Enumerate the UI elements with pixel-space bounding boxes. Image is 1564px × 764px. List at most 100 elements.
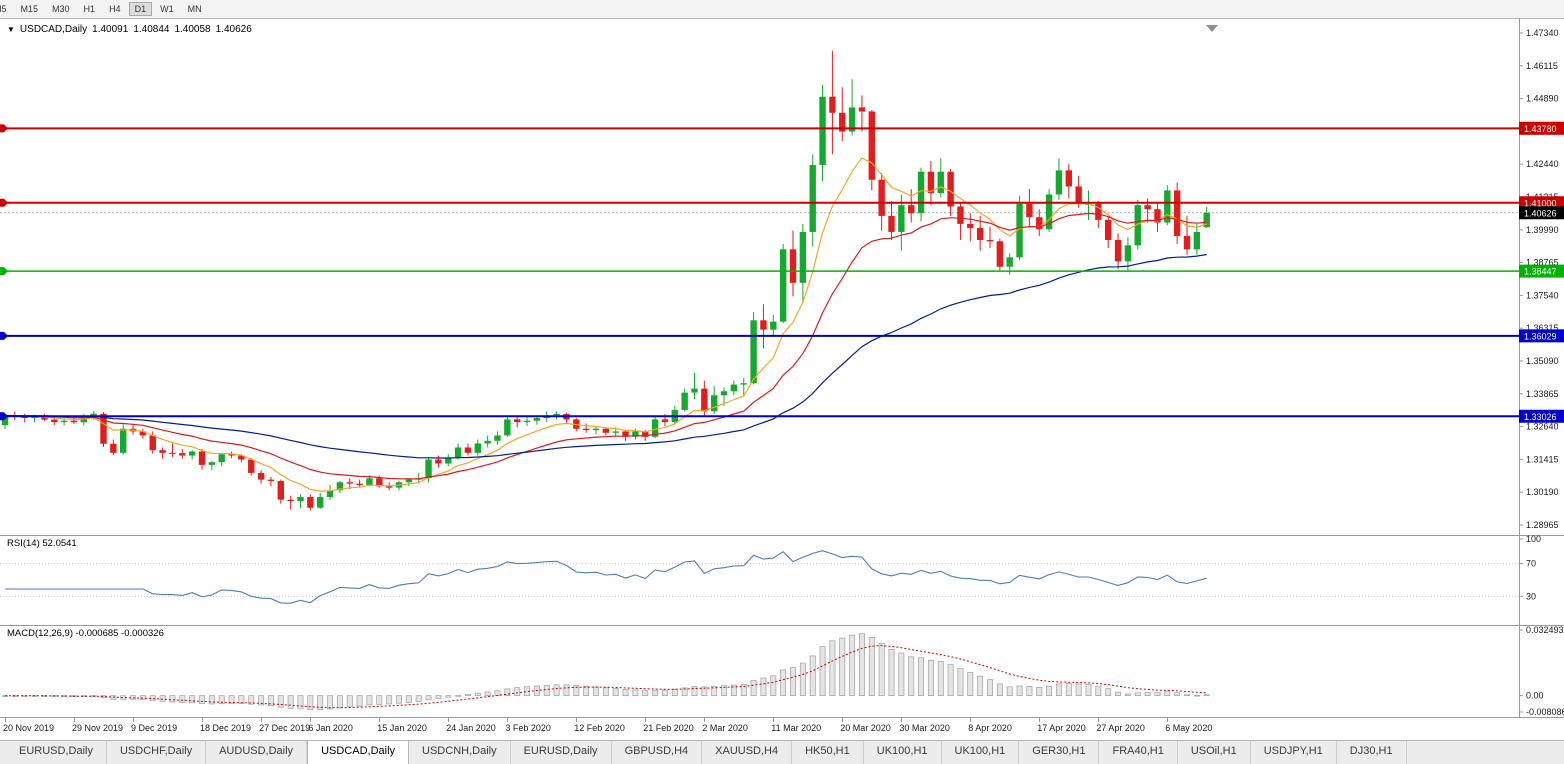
price-level-line-1.41000[interactable]: 1.41000 [0, 196, 1564, 210]
time-tick [202, 718, 203, 722]
svg-text:1.36315: 1.36315 [1526, 323, 1559, 333]
time-tick [5, 718, 6, 722]
rsi-panel[interactable]: 100 70 30 [0, 535, 1564, 625]
price-axis-labels: 1.473401.461151.448901.436651.424401.412… [1519, 28, 1559, 530]
time-tick [704, 718, 706, 722]
tab-USDCHF-Daily[interactable]: USDCHF,Daily [107, 741, 207, 764]
time-label: 17 Apr 2020 [1037, 723, 1086, 733]
price-level-line-1.36029[interactable]: 1.36029 [0, 329, 1564, 343]
price-axis-divider [1519, 18, 1520, 740]
tab-USOil-H1[interactable]: USOil,H1 [1178, 741, 1251, 764]
timeframe-H1[interactable]: H1 [83, 4, 96, 14]
ohlc-close: 1.40626 [215, 24, 252, 35]
tab-EURUSD-Daily[interactable]: EURUSD,Daily [6, 741, 107, 764]
tab-USDCAD-Daily[interactable]: USDCAD,Daily [307, 741, 410, 764]
time-tick [310, 718, 312, 722]
svg-text:-0.008086: -0.008086 [1526, 707, 1564, 717]
price-level-line-1.33026[interactable]: 1.33026 [0, 409, 1564, 423]
svg-text:1.40626: 1.40626 [1524, 208, 1557, 218]
timeframe-M30[interactable]: M30 [52, 4, 70, 14]
macd-panel[interactable]: 0.032493 0.00 -0.008086 [0, 625, 1564, 717]
tab-XAUUSD-H4[interactable]: XAUUSD,H4 [702, 741, 793, 764]
tab-USDJPY-H1[interactable]: USDJPY,H1 [1251, 741, 1337, 764]
chart-shift-marker[interactable] [1206, 25, 1218, 32]
macd-histogram [2, 633, 1210, 711]
tab-GER30-H1[interactable]: GER30,H1 [1019, 741, 1100, 764]
svg-text:1.28965: 1.28965 [1526, 520, 1559, 530]
time-tick [1098, 718, 1100, 722]
timeframe-H4[interactable]: H4 [109, 4, 121, 14]
time-axis[interactable]: 20 Nov 2019 29 Nov 2019 9 Dec 2019 18 Dec 2… [0, 717, 1564, 741]
time-label: 30 Mar 2020 [899, 723, 950, 733]
svg-text:1.33026: 1.33026 [1524, 412, 1557, 422]
svg-text:0.00: 0.00 [1526, 691, 1544, 701]
time-label: 24 Jan 2020 [446, 723, 496, 733]
svg-text:1.30190: 1.30190 [1526, 487, 1559, 497]
svg-text:1.38447: 1.38447 [1524, 267, 1557, 277]
svg-text:1.38765: 1.38765 [1526, 258, 1559, 268]
time-label: 8 Apr 2020 [968, 723, 1012, 733]
time-tick [645, 718, 647, 722]
symbol-dropdown-icon[interactable]: ▼ [7, 25, 15, 34]
time-tick [970, 718, 972, 722]
tab-EURUSD-Daily[interactable]: EURUSD,Daily [511, 741, 612, 764]
price-level-line-1.43780[interactable]: 1.43780 [0, 121, 1564, 135]
rsi-line [5, 550, 1207, 604]
svg-text:100: 100 [1526, 535, 1541, 544]
timeframe-M5[interactable]: M5 [0, 4, 7, 14]
ohlc-high: 1.40844 [133, 24, 170, 35]
time-tick [773, 718, 775, 722]
time-tick [507, 718, 509, 722]
chart-title: ▼ USDCAD,Daily 1.40091 1.40844 1.40058 1… [7, 24, 252, 35]
ma-line-8 [4, 157, 1207, 492]
svg-text:1.42440: 1.42440 [1526, 159, 1559, 169]
time-label: 18 Dec 2019 [200, 723, 252, 733]
time-label: 6 May 2020 [1165, 723, 1213, 733]
svg-text:1.43780: 1.43780 [1524, 124, 1557, 134]
rsi-indicator-label: RSI(14) 52.0541 [7, 538, 77, 549]
svg-text:1.37540: 1.37540 [1526, 290, 1559, 300]
tab-DJ30-H1[interactable]: DJ30,H1 [1337, 741, 1407, 764]
svg-text:1.44890: 1.44890 [1526, 94, 1559, 104]
macd-indicator-label: MACD(12,26,9) -0.000685 -0.000326 [7, 628, 164, 639]
time-label: 9 Dec 2019 [131, 723, 178, 733]
tab-FRA40-H1[interactable]: FRA40,H1 [1099, 741, 1178, 764]
timeframe-M15[interactable]: M15 [20, 4, 39, 14]
time-label: 11 Mar 2020 [771, 723, 822, 733]
time-tick [379, 718, 381, 722]
time-label: 29 Nov 2019 [71, 723, 123, 733]
time-label: 6 Jan 2020 [308, 723, 353, 733]
price-chart-panel[interactable]: 1.473401.461151.448901.436651.424401.412… [0, 18, 1564, 535]
time-label: 2 Mar 2020 [702, 723, 748, 733]
ma-line-20 [4, 212, 1207, 480]
tab-GBPUSD-H4[interactable]: GBPUSD,H4 [612, 741, 703, 764]
macd-signal-line [5, 645, 1207, 709]
time-tick [133, 718, 135, 722]
time-label: 27 Apr 2020 [1096, 723, 1145, 733]
time-label: 20 Nov 2019 [3, 723, 55, 733]
tab-UK100-H1[interactable]: UK100,H1 [942, 741, 1020, 764]
price-level-line-1.38447[interactable]: 1.38447 [0, 264, 1564, 278]
timeframe-MN[interactable]: MN [187, 4, 202, 14]
timeframe-D1[interactable]: D1 [128, 2, 153, 16]
svg-text:70: 70 [1526, 559, 1536, 569]
timeframe-W1[interactable]: W1 [160, 4, 174, 14]
time-tick [448, 718, 450, 722]
tab-USDCNH-Daily[interactable]: USDCNH,Daily [409, 741, 511, 764]
ohlc-low: 1.40058 [174, 24, 211, 35]
svg-text:1.32640: 1.32640 [1526, 422, 1559, 432]
svg-text:1.39990: 1.39990 [1526, 225, 1559, 235]
svg-text:1.46115: 1.46115 [1526, 61, 1558, 71]
time-label: 12 Feb 2020 [574, 723, 625, 733]
tab-UK100-H1[interactable]: UK100,H1 [864, 741, 942, 764]
time-tick [576, 718, 578, 722]
timeframe-toolbar-container: M5 M15 M30 H1 H4 D1 W1 MN [0, 0, 1564, 19]
time-label: 15 Jan 2020 [377, 723, 427, 733]
svg-text:30: 30 [1526, 591, 1536, 601]
symbol-tab-bar: EURUSD,Daily USDCHF,Daily AUDUSD,Daily USDC… [0, 740, 1564, 764]
time-tick [73, 718, 75, 722]
tab-HK50-H1[interactable]: HK50,H1 [792, 741, 864, 764]
tab-AUDUSD-Daily[interactable]: AUDUSD,Daily [206, 741, 308, 764]
time-label: 3 Feb 2020 [505, 723, 551, 733]
